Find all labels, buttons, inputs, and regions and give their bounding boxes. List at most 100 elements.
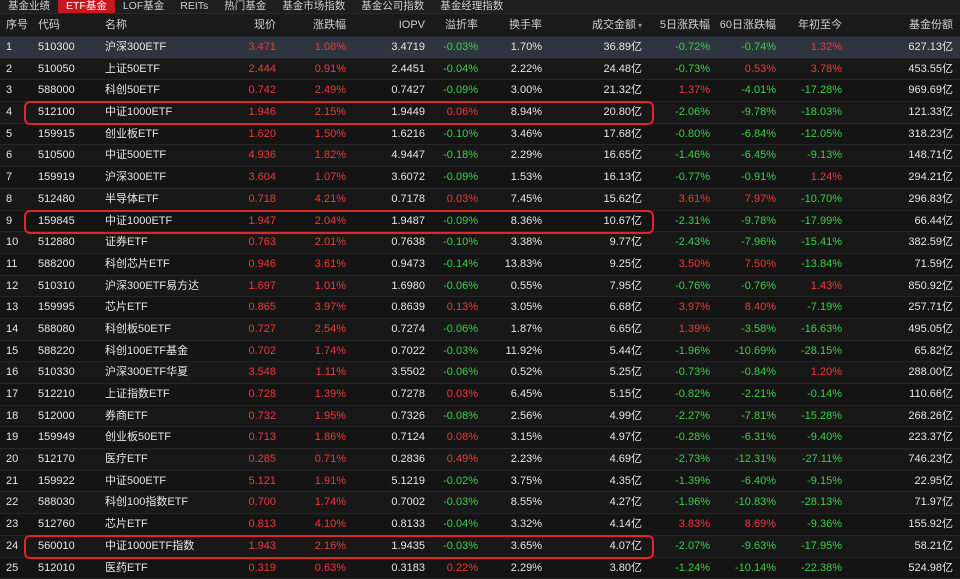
cell-chg-60d: 8.40% bbox=[714, 297, 776, 318]
column-header-chg-60d[interactable]: 60日涨跌幅 bbox=[714, 14, 776, 36]
cell-name[interactable]: 券商ETF bbox=[105, 406, 225, 427]
cell-turnover: 3.15% bbox=[482, 427, 542, 448]
column-header-code[interactable]: 代码 bbox=[38, 14, 98, 36]
tab-lof-funds[interactable]: LOF基金 bbox=[115, 0, 172, 13]
cell-name[interactable]: 沪深300ETF华夏 bbox=[105, 362, 225, 383]
column-header-iopv[interactable]: IOPV bbox=[350, 14, 425, 36]
cell-name[interactable]: 中证1000ETF bbox=[105, 102, 225, 123]
cell-turnover: 7.45% bbox=[482, 189, 542, 210]
cell-chg-60d: 0.53% bbox=[714, 59, 776, 80]
sort-desc-icon[interactable]: ▾ bbox=[638, 21, 642, 30]
cell-chg-60d: -3.58% bbox=[714, 319, 776, 340]
column-header-shares[interactable]: 基金份额 bbox=[860, 14, 953, 36]
cell-turnover: 3.00% bbox=[482, 80, 542, 101]
cell-code: 510500 bbox=[38, 145, 98, 166]
cell-name[interactable]: 中证500ETF bbox=[105, 145, 225, 166]
cell-change: 1.01% bbox=[290, 276, 346, 297]
cell-name[interactable]: 半导体ETF bbox=[105, 189, 225, 210]
cell-premium: 0.08% bbox=[428, 427, 478, 448]
cell-name[interactable]: 科创芯片ETF bbox=[105, 254, 225, 275]
tab-fund-performance[interactable]: 基金业绩 bbox=[0, 0, 58, 13]
cell-iopv: 0.8133 bbox=[350, 514, 425, 535]
cell-name[interactable]: 沪深300ETF bbox=[105, 167, 225, 188]
cell-code: 588200 bbox=[38, 254, 98, 275]
cell-name[interactable]: 创业板ETF bbox=[105, 124, 225, 145]
cell-name[interactable]: 中证1000ETF bbox=[105, 211, 225, 232]
cell-name[interactable]: 科创50ETF bbox=[105, 80, 225, 101]
cell-premium: -0.02% bbox=[428, 471, 478, 492]
column-header-chg-5d[interactable]: 5日涨跌幅 bbox=[650, 14, 710, 36]
column-header-premium[interactable]: 溢折率 bbox=[428, 14, 478, 36]
tab-fund-market-index[interactable]: 基金市场指数 bbox=[274, 0, 353, 13]
cell-name[interactable]: 芯片ETF bbox=[105, 297, 225, 318]
cell-name[interactable]: 科创板50ETF bbox=[105, 319, 225, 340]
column-header-name[interactable]: 名称 bbox=[105, 14, 225, 36]
cell-iopv: 0.7427 bbox=[350, 80, 425, 101]
cell-chg-60d: -6.40% bbox=[714, 471, 776, 492]
cell-name[interactable]: 沪深300ETF bbox=[105, 37, 225, 58]
cell-premium: -0.09% bbox=[428, 211, 478, 232]
cell-name[interactable]: 沪深300ETF易方达 bbox=[105, 276, 225, 297]
cell-premium: -0.09% bbox=[428, 80, 478, 101]
column-header-ytd[interactable]: 年初至今 bbox=[780, 14, 842, 36]
cell-amount: 16.13亿 bbox=[564, 167, 642, 188]
column-header-price[interactable]: 现价 bbox=[236, 14, 276, 36]
cell-ytd: -15.41% bbox=[780, 232, 842, 253]
cell-chg-5d: -0.76% bbox=[650, 276, 710, 297]
cell-name[interactable]: 芯片ETF bbox=[105, 514, 225, 535]
cell-name[interactable]: 上证指数ETF bbox=[105, 384, 225, 405]
tab-fund-manager-index[interactable]: 基金经理指数 bbox=[432, 0, 511, 13]
cell-code: 510300 bbox=[38, 37, 98, 58]
cell-name[interactable]: 创业板50ETF bbox=[105, 427, 225, 448]
cell-amount: 4.69亿 bbox=[564, 449, 642, 470]
cell-shares: 288.00亿 bbox=[860, 362, 953, 383]
tab-reits[interactable]: REITs bbox=[172, 0, 216, 13]
cell-amount: 4.14亿 bbox=[564, 514, 642, 535]
column-header-amount[interactable]: 成交金额▾ bbox=[564, 14, 642, 37]
cell-price: 4.936 bbox=[236, 145, 276, 166]
cell-ytd: -28.15% bbox=[780, 341, 842, 362]
cell-chg-5d: 1.37% bbox=[650, 80, 710, 101]
cell-name[interactable]: 中证500ETF bbox=[105, 471, 225, 492]
column-header-label: 60日涨跌幅 bbox=[720, 19, 776, 31]
column-header-change[interactable]: 涨跌幅 bbox=[290, 14, 346, 36]
cell-name[interactable]: 中证1000ETF指数 bbox=[105, 536, 225, 557]
column-header-seq[interactable]: 序号 bbox=[6, 14, 30, 36]
cell-name[interactable]: 医疗ETF bbox=[105, 449, 225, 470]
cell-code: 159949 bbox=[38, 427, 98, 448]
tab-fund-company-index[interactable]: 基金公司指数 bbox=[353, 0, 432, 13]
tab-hot-funds[interactable]: 热门基金 bbox=[216, 0, 274, 13]
cell-name[interactable]: 科创100指数ETF bbox=[105, 492, 225, 513]
cell-name[interactable]: 证券ETF bbox=[105, 232, 225, 253]
tab-etf-funds[interactable]: ETF基金 bbox=[58, 0, 115, 13]
column-header-turnover[interactable]: 换手率 bbox=[482, 14, 542, 36]
cell-iopv: 0.7124 bbox=[350, 427, 425, 448]
cell-change: 0.71% bbox=[290, 449, 346, 470]
cell-name[interactable]: 科创100ETF基金 bbox=[105, 341, 225, 362]
cell-name[interactable]: 上证50ETF bbox=[105, 59, 225, 80]
